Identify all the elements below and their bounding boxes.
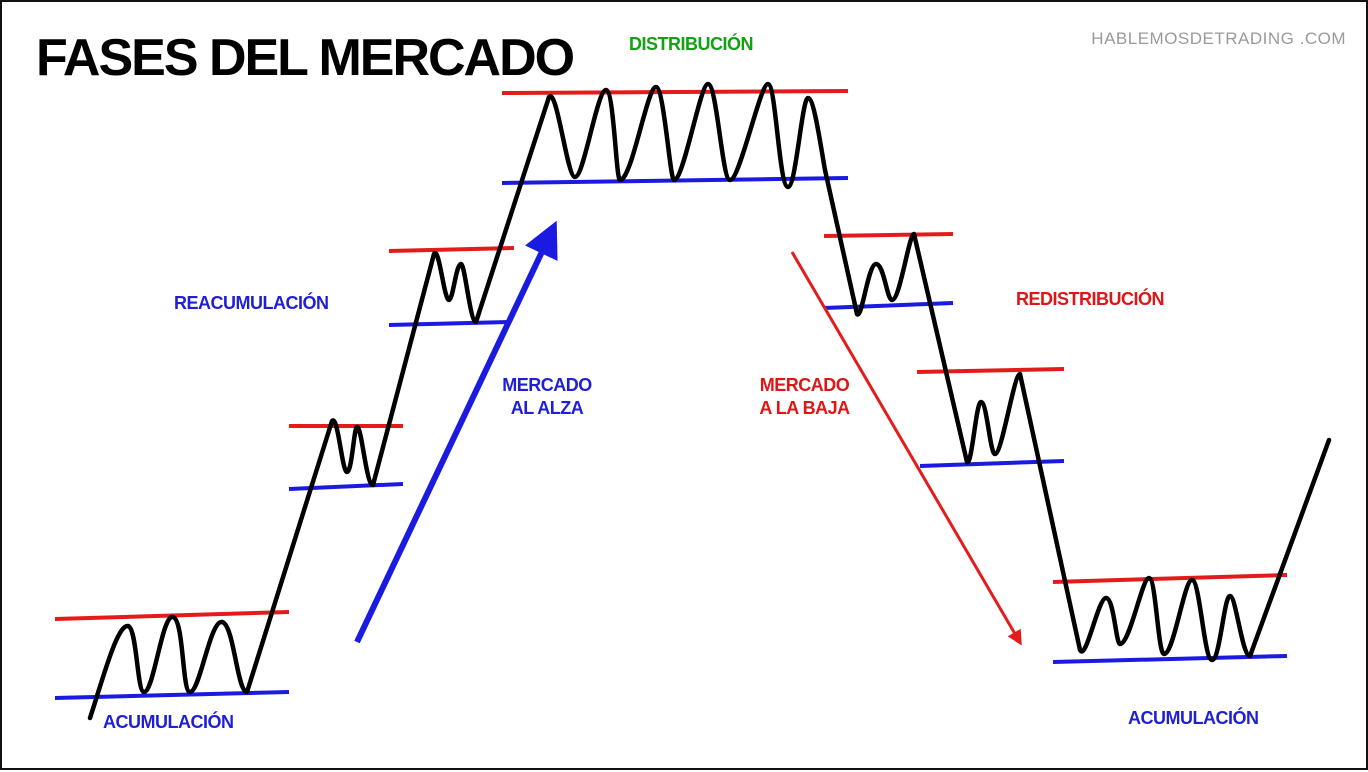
label-mercado-al-alza: MERCADO AL ALZA: [492, 374, 602, 420]
support-line-accumulation-left: [54, 690, 290, 700]
label-reacumulacion: REACUMULACIÓN: [174, 293, 329, 313]
resistance-line-redistribution-2: [916, 367, 1065, 374]
label-mercado-al-alza-line1: MERCADO: [502, 375, 592, 395]
range-lines: [54, 89, 1288, 700]
resistance-line-reaccumulation-2: [388, 246, 515, 253]
price-path: [87, 81, 1332, 721]
label-acumulacion-right: ACUMULACIÓN: [1128, 708, 1259, 728]
support-line-reaccumulation-2: [388, 320, 510, 327]
support-line-reaccumulation-1: [288, 482, 404, 491]
page-title: FASES DEL MERCADO: [36, 29, 575, 87]
website-watermark: HABLEMOSDETRADING .COM: [1091, 29, 1346, 48]
support-line-redistribution-1: [823, 301, 954, 310]
uptrend-arrow: [354, 220, 558, 644]
label-mercado-a-la-baja-line1: MERCADO: [759, 375, 850, 395]
label-mercado-a-la-baja: MERCADO A LA BAJA: [747, 374, 862, 420]
support-line-redistribution-2: [919, 459, 1065, 468]
label-acumulacion-left: ACUMULACIÓN: [103, 712, 234, 732]
label-redistribucion: REDISTRIBUCIÓN: [1016, 289, 1165, 309]
resistance-line-accumulation-right: [1052, 573, 1288, 584]
label-mercado-a-la-baja-line2: A LA BAJA: [759, 398, 850, 418]
label-mercado-al-alza-line2: AL ALZA: [510, 398, 584, 418]
resistance-line-distribution: [501, 89, 849, 95]
label-distribucion: DISTRIBUCIÓN: [629, 34, 754, 54]
resistance-line-redistribution-1: [823, 232, 954, 238]
downtrend-arrow: [790, 251, 1022, 646]
